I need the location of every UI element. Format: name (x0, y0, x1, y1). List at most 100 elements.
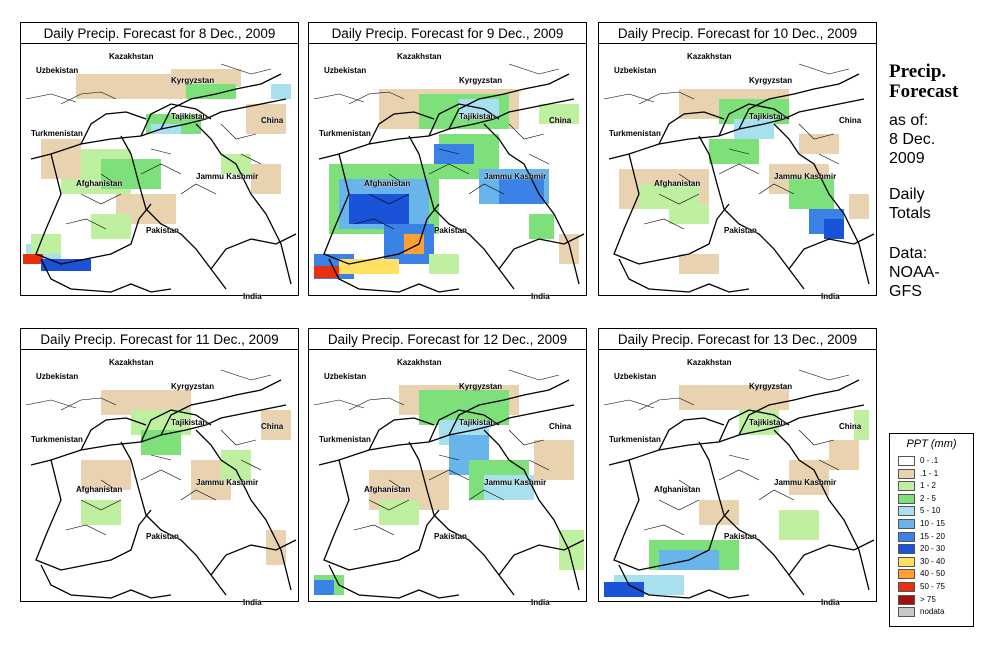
legend-item: 1 - 2 (898, 480, 970, 492)
admin-boundary (728, 454, 750, 461)
precip-area (429, 254, 459, 274)
admin-boundary (528, 153, 550, 165)
map-label-turkmenistan: Turkmenistan (319, 129, 371, 138)
admin-boundary (798, 429, 835, 446)
map-label-kyrgyzstan: Kyrgyzstan (749, 382, 793, 391)
precip-map (313, 369, 585, 599)
legend-item: 2 - 5 (898, 493, 970, 505)
admin-boundary (313, 93, 365, 103)
admin-boundary (220, 123, 257, 140)
legend-swatch (898, 506, 915, 517)
map-label-india: India (531, 292, 550, 301)
admin-boundary (438, 454, 460, 461)
legend-item: .1 - 1 (898, 468, 970, 480)
legend-item: 30 - 40 (898, 556, 970, 568)
map-label-afghanistan: Afghanistan (76, 179, 123, 188)
side-title-line2: Forecast (889, 81, 959, 102)
precip-area (539, 104, 579, 124)
legend-item: 0 - .1 (898, 455, 970, 467)
admin-boundary (678, 173, 695, 185)
precip-map (603, 63, 875, 293)
map-label-india: India (531, 598, 550, 607)
legend-label: 2 - 5 (920, 493, 937, 503)
legend-swatch (898, 456, 915, 466)
admin-boundary (603, 93, 655, 103)
precip-area (534, 440, 574, 480)
as-of-line3: 2009 (889, 150, 925, 167)
country-border (195, 429, 292, 591)
country-border (160, 73, 282, 130)
map-label-pakistan: Pakistan (434, 532, 467, 541)
country-border (658, 417, 725, 451)
legend-item: 20 - 30 (898, 543, 970, 555)
map-label-india: India (243, 598, 262, 607)
legend-label: .1 - 1 (920, 468, 939, 478)
country-border (195, 123, 292, 285)
admin-boundary (638, 91, 695, 105)
legend-item: 40 - 50 (898, 568, 970, 580)
map-label-uzbekistan: Uzbekistan (614, 66, 657, 75)
as-of-line2: 8 Dec. (889, 131, 936, 148)
precip-area (829, 440, 859, 470)
legend-label: 15 - 20 (920, 531, 945, 541)
country-border (773, 123, 870, 285)
country-border (618, 564, 750, 599)
precip-area (604, 582, 644, 597)
legend-label: 5 - 10 (920, 506, 941, 516)
side-title: Precip. Forecast (889, 62, 958, 102)
precip-area (31, 234, 61, 254)
country-border (368, 111, 435, 145)
precip-area (23, 254, 43, 264)
admin-boundary (508, 369, 560, 381)
map-label-turkmenistan: Turkmenistan (31, 129, 83, 138)
precip-area (251, 164, 281, 194)
precip-area (314, 266, 339, 278)
map-label-kyrgyzstan: Kyrgyzstan (171, 382, 215, 391)
country-border (613, 153, 730, 265)
precip-area (246, 104, 286, 134)
map-label-china: China (549, 116, 572, 125)
country-border (658, 111, 725, 145)
country-border (120, 135, 227, 290)
admin-boundary (468, 183, 505, 195)
country-border (738, 73, 860, 130)
admin-boundary (643, 218, 685, 230)
map-label-uzbekistan: Uzbekistan (324, 372, 367, 381)
admin-boundary (220, 429, 257, 446)
admin-boundary (818, 459, 840, 471)
precip-area (709, 139, 759, 164)
map-label-afghanistan: Afghanistan (364, 485, 411, 494)
map-label-turkmenistan: Turkmenistan (609, 435, 661, 444)
admin-boundary (65, 218, 107, 230)
map-label-jammu-kashmir: Jammu Kashmir (774, 172, 837, 181)
country-border (35, 153, 152, 265)
legend-item: > 75 (898, 594, 970, 606)
precip-area (529, 214, 554, 239)
country-border (120, 441, 227, 596)
legend-swatch (898, 544, 915, 555)
admin-boundary (388, 479, 405, 491)
precip-area (799, 134, 839, 154)
admin-boundary (220, 369, 272, 381)
map-label-afghanistan: Afghanistan (654, 179, 701, 188)
country-border (448, 73, 570, 130)
country-border (773, 429, 870, 591)
totals-line1: Daily (889, 186, 925, 203)
precip-area (314, 580, 334, 595)
admin-boundary (508, 123, 545, 140)
admin-boundary (80, 499, 122, 511)
precip-area (789, 179, 834, 209)
map-label-pakistan: Pakistan (146, 532, 179, 541)
admin-boundary (353, 218, 395, 230)
admin-boundary (60, 91, 117, 105)
map-label-uzbekistan: Uzbekistan (614, 372, 657, 381)
precip-area (339, 259, 399, 274)
country-border (408, 135, 515, 290)
admin-boundary (220, 63, 272, 75)
admin-boundary (818, 153, 840, 165)
precip-area (499, 179, 544, 204)
legend-swatch (898, 594, 915, 605)
map-label-china: China (839, 422, 862, 431)
legend-swatch (898, 569, 915, 580)
admin-boundary (100, 479, 117, 491)
